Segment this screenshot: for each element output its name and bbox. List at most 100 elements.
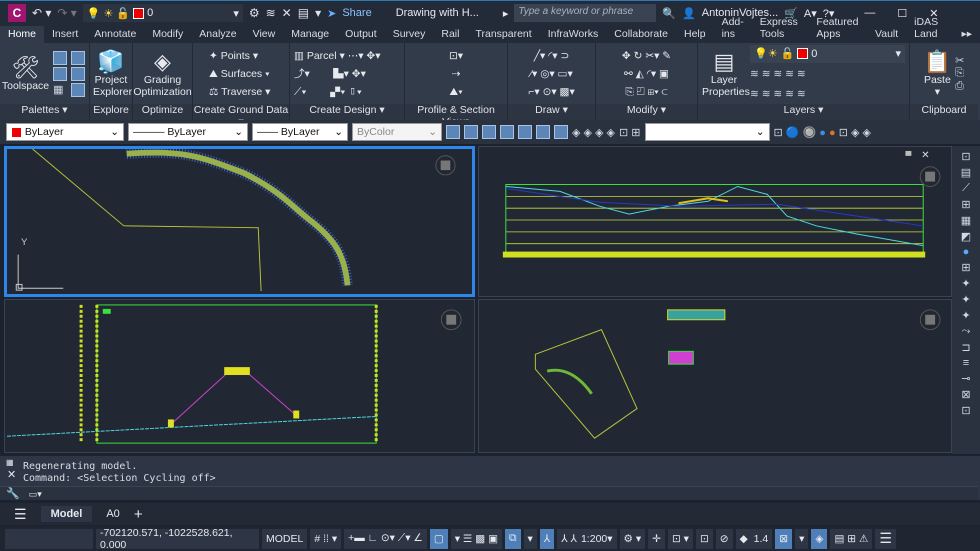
- viewport-section[interactable]: [4, 299, 475, 453]
- tool-icon[interactable]: ≡: [962, 357, 970, 369]
- sheet-icon[interactable]: ▤: [297, 6, 310, 20]
- tool-icon[interactable]: ⟋: [962, 182, 970, 194]
- app-logo[interactable]: C: [8, 4, 26, 22]
- annotation-visibility-icon[interactable]: ⅄: [539, 528, 555, 549]
- save-icon[interactable]: [71, 82, 86, 97]
- tool-icon[interactable]: ✦: [961, 294, 971, 306]
- quick-layer-combo[interactable]: 💡 ☀ 🔓 0 ▾: [82, 4, 243, 22]
- tab-idas-land[interactable]: iDAS Land: [914, 16, 939, 40]
- circle-icon[interactable]: ⁄▾ ◎▾ ▭▾: [530, 67, 573, 80]
- ucs-icon[interactable]: ⊡ ⊞: [619, 126, 641, 139]
- wrench-icon[interactable]: 🔧: [6, 488, 20, 500]
- menu-icon[interactable]: ☰: [14, 505, 27, 522]
- tab-insert[interactable]: Insert: [52, 28, 79, 40]
- tab-help[interactable]: Help: [683, 28, 706, 40]
- traverse-button[interactable]: ⚖ Traverse ▾: [209, 85, 271, 98]
- share-button[interactable]: Share: [342, 7, 372, 19]
- toolbox-icon[interactable]: [71, 66, 86, 81]
- dropdown-icon[interactable]: ▾: [523, 528, 537, 549]
- annotation-scale[interactable]: ⅄ ⅄ 1:200 ▾: [557, 528, 617, 549]
- tool-icon[interactable]: ▤: [960, 167, 972, 179]
- tab-output[interactable]: Output: [345, 28, 377, 40]
- view-icon[interactable]: [518, 125, 532, 139]
- table-icon[interactable]: ▦: [53, 83, 64, 96]
- paste-button[interactable]: 📋 Paste ▾: [923, 48, 952, 98]
- layer-properties-button[interactable]: ▤ Layer Properties: [702, 48, 750, 98]
- alignment-button[interactable]: ⤴▾ ▙▾ ✥▾: [294, 67, 366, 80]
- copy-icon[interactable]: ⚯ ◭ ◜▾ ▣: [624, 67, 669, 80]
- tab-annotate[interactable]: Annotate: [94, 28, 137, 40]
- tab-view[interactable]: View: [252, 28, 276, 40]
- tab-modify[interactable]: Modify: [152, 28, 184, 40]
- view-icon[interactable]: [446, 125, 460, 139]
- workspace-icon[interactable]: ⊡ ▾: [667, 528, 693, 549]
- minimize-icon[interactable]: —: [864, 7, 876, 19]
- panel-title[interactable]: Draw ▾: [508, 104, 595, 120]
- tab-vault[interactable]: Vault: [875, 28, 899, 40]
- layer-lineweight[interactable]: ◆ 1.4: [735, 528, 773, 549]
- panel-title[interactable]: Palettes ▾: [0, 104, 89, 120]
- panel-title[interactable]: Create Ground Data ▾: [193, 104, 289, 128]
- model-space-toggle[interactable]: MODEL: [262, 528, 308, 549]
- view-icon[interactable]: [554, 125, 568, 139]
- stretch-icon[interactable]: ⎘ ◰ ⊞▾ ⊂: [625, 85, 668, 98]
- gear-icon[interactable]: ⚙ ▾: [619, 528, 646, 549]
- 3d-osnap-icon[interactable]: ⧉: [505, 528, 521, 549]
- hatch-icon[interactable]: ⌐▾ ⊙▾ ▩▾: [528, 85, 575, 98]
- section-view-icon[interactable]: ⛰▾: [449, 85, 463, 98]
- view-icon[interactable]: [536, 125, 550, 139]
- tab-addins[interactable]: Add-ins: [721, 16, 744, 40]
- dropdown-icon[interactable]: ▾: [795, 528, 809, 549]
- tool-icon[interactable]: ⊞: [961, 262, 971, 274]
- move-icon[interactable]: ✥ ↻ ✂▾ ✎: [621, 49, 672, 62]
- survey-icon[interactable]: [53, 66, 68, 81]
- add-layout-icon[interactable]: +: [133, 505, 143, 523]
- layer-tools-icon[interactable]: ≋ ≋ ≋ ≋ ≋: [750, 67, 806, 80]
- command-input[interactable]: 🔧 ▭▾: [0, 486, 978, 500]
- workspace-icon[interactable]: ⚙: [248, 6, 260, 20]
- undo-icon[interactable]: ↶ ▾: [32, 6, 52, 20]
- parcel-button[interactable]: ▥ Parcel ▾ ⋯▾ ✥▾: [294, 49, 381, 62]
- tab-survey[interactable]: Survey: [392, 28, 426, 40]
- tab-featured-apps[interactable]: Featured Apps: [816, 16, 859, 40]
- view-icon[interactable]: [482, 125, 496, 139]
- linetype-combo[interactable]: ——— ByLayer ⌄: [128, 123, 248, 141]
- feature-line-button[interactable]: ⟋▾ ▞▾ ▯▾: [294, 85, 362, 98]
- tab-express-tools[interactable]: Express Tools: [759, 16, 798, 40]
- search-icon[interactable]: 🔍: [662, 7, 677, 20]
- globe-icon[interactable]: ●: [962, 246, 970, 258]
- lineweight-icon[interactable]: ▾ ☰ ▩ ▣: [450, 528, 503, 549]
- selection-filter-icon[interactable]: ⊠: [775, 528, 793, 549]
- panel-title[interactable]: Layers ▾: [698, 104, 909, 120]
- profile-icon[interactable]: ⊡▾: [448, 49, 464, 62]
- grading-optimization-button[interactable]: ◈ Grading Optimization: [133, 48, 192, 98]
- osnap-icon[interactable]: +▬ ∟ ⊙▾ ⟋▾ ∠: [344, 528, 427, 549]
- coordinates-readout[interactable]: -702120.571, -1022528.621, 0.000: [96, 527, 259, 551]
- lineweight-combo[interactable]: —— ByLayer ⌄: [252, 123, 348, 141]
- tab-a0[interactable]: A0: [106, 508, 120, 520]
- tool-icon[interactable]: ⊡: [961, 151, 971, 163]
- customize-menu-icon[interactable]: ☰: [875, 528, 896, 549]
- tool-icon[interactable]: ⊞: [961, 199, 971, 211]
- grid-icon[interactable]: # ⁞⁞ ▾: [310, 528, 342, 549]
- settings-icon[interactable]: [71, 50, 86, 65]
- tool-icon[interactable]: ✦: [961, 278, 971, 290]
- viewport-plan[interactable]: Y: [4, 146, 475, 297]
- command-prompt-icon[interactable]: ▭▾: [28, 489, 42, 499]
- status-tools-icon[interactable]: ▤ ⊞ ⚠: [830, 528, 873, 549]
- iso-view-icon[interactable]: ◈ ◈ ◈ ◈: [572, 126, 616, 139]
- layer-combo[interactable]: 💡☀ 🔓 0 ▾: [750, 44, 905, 63]
- tab-transparent[interactable]: Transparent: [475, 28, 532, 40]
- chevron-right-icon[interactable]: ▸: [502, 7, 509, 20]
- tool-icon[interactable]: ✦: [961, 310, 971, 322]
- cart-icon[interactable]: 🛒: [784, 7, 798, 20]
- viewport-overview[interactable]: [478, 299, 952, 453]
- tool-icon[interactable]: ▦: [960, 215, 972, 227]
- crosshair-icon[interactable]: ✛: [648, 528, 665, 549]
- line-icon[interactable]: ╱▾ ◜▾ ⊃: [533, 49, 570, 62]
- tool-icon[interactable]: ⊡: [961, 405, 971, 417]
- more-tabs-icon[interactable]: ▸▸: [961, 28, 972, 40]
- tab-home[interactable]: Home: [0, 26, 45, 43]
- grip-icon[interactable]: ▦: [6, 458, 14, 467]
- view-icon[interactable]: [500, 125, 514, 139]
